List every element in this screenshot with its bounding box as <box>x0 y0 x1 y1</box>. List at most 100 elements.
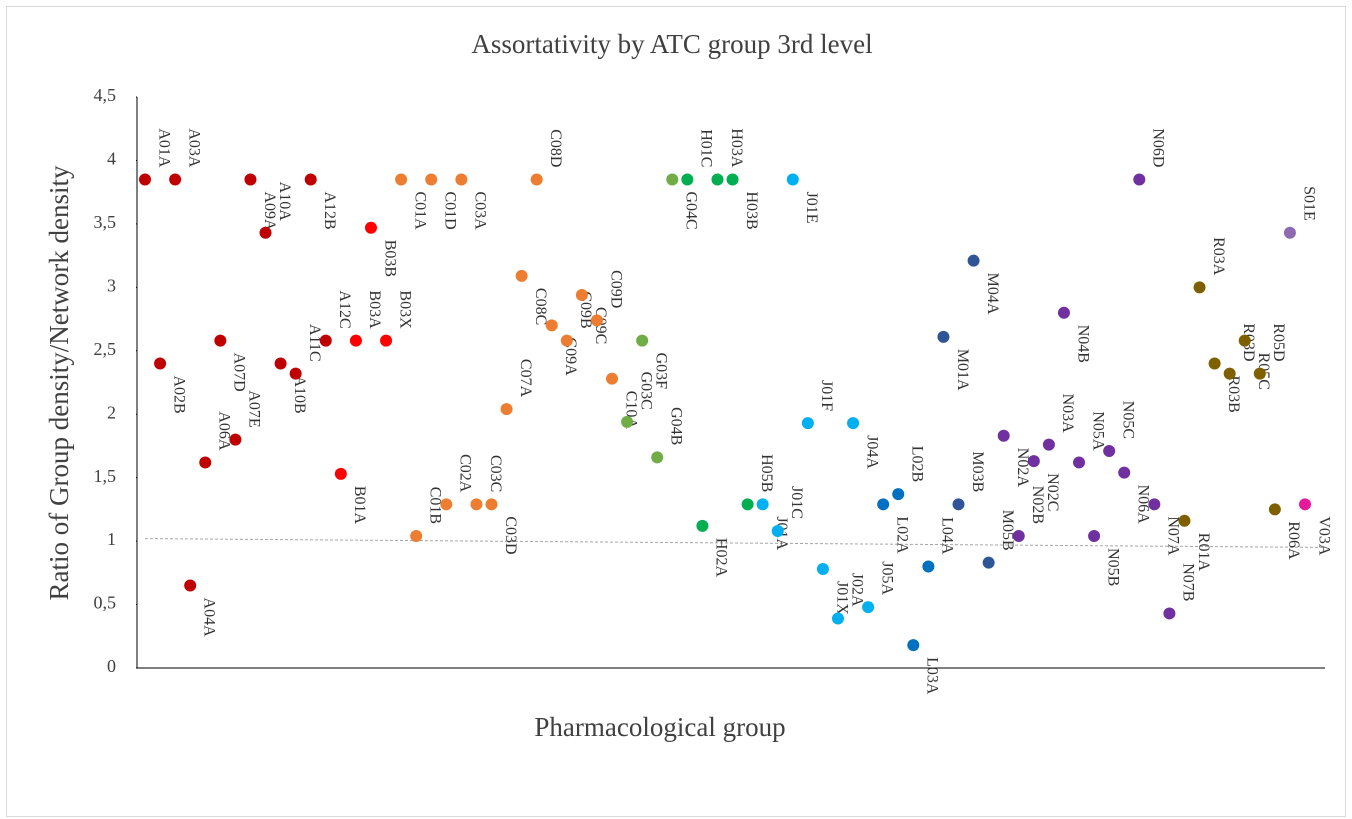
data-point <box>1253 367 1266 380</box>
point-label: A03A <box>185 128 202 168</box>
point-label: A07E <box>246 390 263 427</box>
chart-frame <box>6 6 1346 817</box>
data-point <box>666 173 679 186</box>
data-point <box>997 429 1010 442</box>
point-label: N05B <box>1104 548 1121 586</box>
point-label: G04B <box>668 407 685 445</box>
point-label: A02B <box>170 375 187 413</box>
data-point <box>334 467 347 480</box>
data-point <box>862 601 875 614</box>
data-point <box>560 334 573 347</box>
data-point <box>696 519 709 532</box>
data-point <box>410 530 423 543</box>
point-label: R03A <box>1210 237 1227 276</box>
data-point <box>289 367 302 380</box>
data-point <box>1027 455 1040 468</box>
point-label: G03C <box>637 372 654 410</box>
data-point <box>380 334 393 347</box>
data-point <box>440 498 453 511</box>
data-point <box>154 357 167 370</box>
point-label: C02A <box>457 454 474 493</box>
data-point <box>1148 498 1161 511</box>
data-point <box>786 173 799 186</box>
data-point <box>877 498 890 511</box>
point-label: L02B <box>909 446 926 482</box>
point-label: J01E <box>803 191 820 223</box>
point-label: A12B <box>321 191 338 229</box>
data-point <box>500 403 513 416</box>
data-point <box>1163 607 1176 620</box>
point-label: C01B <box>426 487 443 524</box>
point-label: H01C <box>698 129 715 167</box>
chart-title: Assortativity by ATC group 3rd level <box>471 29 872 59</box>
point-label: J05A <box>878 561 895 595</box>
y-tick-label: 4,5 <box>94 85 117 105</box>
data-point <box>937 330 950 343</box>
data-point <box>847 417 860 430</box>
data-point <box>1103 445 1116 458</box>
point-label: H05B <box>758 454 775 492</box>
data-point <box>651 451 664 464</box>
point-label: N05A <box>1089 411 1106 451</box>
point-label: N07A <box>1165 516 1182 556</box>
data-point <box>1238 334 1251 347</box>
point-label: C07A <box>517 359 534 398</box>
point-label: B01A <box>351 486 368 525</box>
data-point <box>1133 173 1146 186</box>
point-label: R06A <box>1285 521 1302 560</box>
data-point <box>726 173 739 186</box>
data-point <box>364 221 377 234</box>
point-label: G03F <box>652 353 669 390</box>
data-point <box>621 415 634 428</box>
data-point <box>304 173 317 186</box>
point-label: H02A <box>713 538 730 578</box>
data-point <box>274 357 287 370</box>
y-tick-label: 0 <box>107 656 116 676</box>
point-label: C08C <box>532 288 549 325</box>
point-label: J02A <box>848 573 865 607</box>
y-axis-label: Ratio of Group density/Network density <box>44 165 74 600</box>
point-label: N02A <box>1014 448 1031 488</box>
point-label: J01X <box>833 581 850 615</box>
data-point <box>229 433 242 446</box>
data-point <box>184 579 197 592</box>
data-point <box>214 334 227 347</box>
x-axis-label: Pharmacological group <box>534 712 785 742</box>
point-label: A10B <box>291 375 308 413</box>
data-point <box>575 288 588 301</box>
point-label: N06A <box>1135 485 1152 525</box>
point-label: R01A <box>1195 533 1212 572</box>
point-label: L04A <box>939 517 956 555</box>
data-point <box>1118 466 1131 479</box>
y-tick-label: 3 <box>107 275 116 295</box>
data-point <box>952 498 965 511</box>
point-label: B03B <box>381 240 398 277</box>
point-label: A09A <box>261 191 278 231</box>
point-label: R05D <box>1270 323 1287 361</box>
data-point <box>801 417 814 430</box>
y-tick-label: 3,5 <box>94 212 117 232</box>
data-point <box>907 639 920 652</box>
data-point <box>922 560 935 573</box>
point-label: N02C <box>1044 473 1061 511</box>
data-point <box>590 314 603 327</box>
data-point <box>319 334 332 347</box>
point-label: S01E <box>1300 186 1317 221</box>
y-tick-label: 2 <box>107 402 116 422</box>
data-point <box>1208 357 1221 370</box>
point-label: C03C <box>487 455 504 492</box>
data-point <box>1299 498 1311 511</box>
point-label: M01A <box>954 349 971 391</box>
data-point <box>681 173 694 186</box>
data-point <box>545 319 558 332</box>
point-label: A06A <box>216 411 233 451</box>
point-label: M04A <box>984 273 1001 315</box>
data-point <box>1193 281 1206 294</box>
point-label: L02A <box>894 516 911 554</box>
data-point <box>1283 226 1296 239</box>
data-point <box>756 498 769 511</box>
data-point <box>1042 438 1055 451</box>
data-point <box>636 334 649 347</box>
point-label: C03A <box>472 191 489 230</box>
